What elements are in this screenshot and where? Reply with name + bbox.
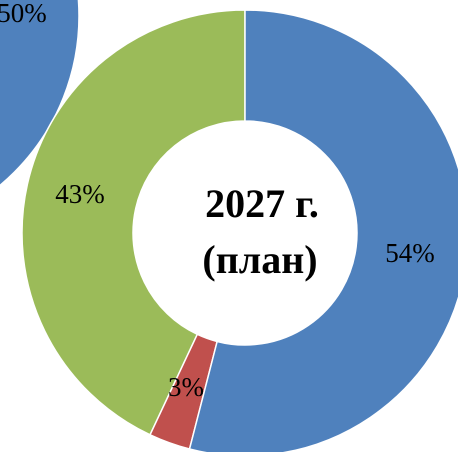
data-label: 3% [168, 372, 204, 402]
donut-segment [0, 0, 80, 187]
chart-title: (план) [202, 237, 317, 282]
data-label: 50% [0, 0, 47, 28]
chart-title: 2027 г. [205, 181, 319, 226]
data-label: 43% [55, 179, 105, 209]
donut-segment [188, 9, 458, 452]
donut-segment [149, 333, 219, 450]
donut-segment [21, 9, 246, 436]
data-label: 54% [385, 238, 435, 268]
